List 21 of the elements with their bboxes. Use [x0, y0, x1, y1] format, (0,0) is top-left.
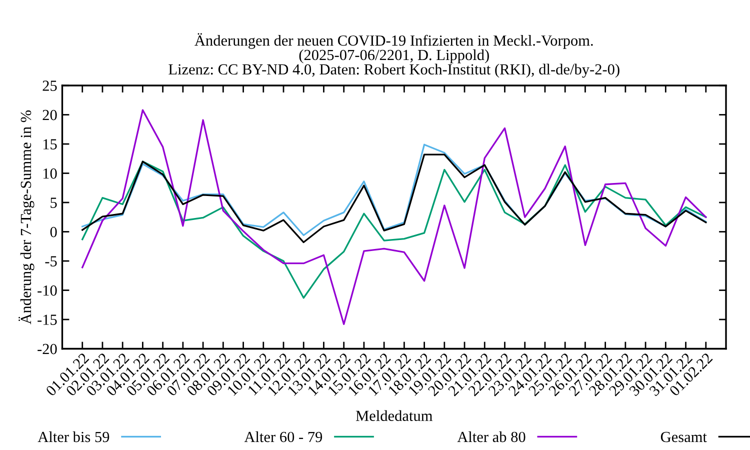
legend-label: Alter bis 59 [38, 431, 110, 442]
y-tick-label: 20 [42, 110, 57, 120]
chart-title: Änderungen der neuen COVID-19 Infizierten in Meckl.-Vorpom. (2025-07-06/2201, D. Lippold) Lizenz: CC BY-ND 4.0, Daten: Robert Koch-Institut (RKI), dl-de/by-2-0) [168, 33, 620, 78]
y-tick-label: -15 [38, 314, 57, 325]
y-tick-label: 0 [50, 226, 57, 238]
line-series [82, 109, 707, 326]
y-tick-label: -20 [38, 344, 57, 354]
y-tick-label: 15 [43, 139, 57, 150]
legend-label: Alter 60 - 79 [244, 431, 322, 442]
y-tick-label: 10 [43, 168, 57, 179]
y-axis-title: Änderung der 7-Tage-Summe in % [18, 110, 34, 324]
line-series [82, 144, 707, 236]
y-tick-label: 25 [42, 80, 57, 91]
legend-label: Gesamt [660, 432, 707, 442]
line-series [82, 154, 707, 244]
legend-label: Alter ab 80 [457, 431, 526, 442]
y-tick-label: 5 [50, 198, 57, 208]
y-tick-label: -10 [38, 285, 57, 296]
y-tick-label: -5 [45, 256, 57, 266]
x-axis-title: Meldedatum [356, 410, 432, 421]
line-series [82, 160, 707, 299]
